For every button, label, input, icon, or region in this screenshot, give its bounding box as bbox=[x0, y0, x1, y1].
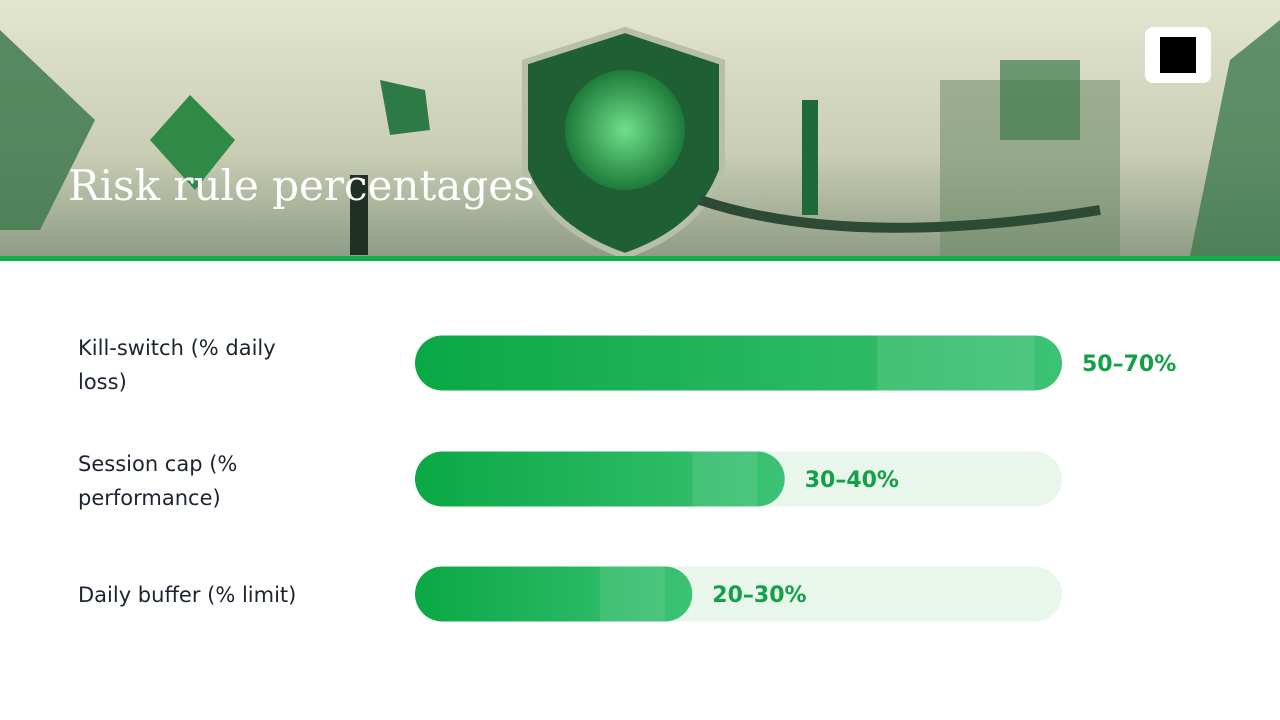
bar bbox=[415, 335, 1062, 391]
range-segment bbox=[599, 566, 665, 622]
value-label: 20–30% bbox=[712, 583, 806, 608]
bar bbox=[415, 451, 785, 507]
value-label: 50–70% bbox=[1082, 352, 1176, 377]
value-label: 30–40% bbox=[805, 468, 899, 493]
header-banner bbox=[0, 0, 1280, 261]
label-line: Session cap (% bbox=[78, 452, 237, 476]
category-label: Daily buffer (% limit) bbox=[78, 583, 296, 607]
category-label: Kill-switch (% daily loss) bbox=[78, 336, 276, 394]
range-segment bbox=[877, 335, 1035, 391]
label-line: Kill-switch (% daily bbox=[78, 336, 276, 360]
label-line: performance) bbox=[78, 486, 221, 510]
label-line: loss) bbox=[78, 370, 127, 394]
category-label: Session cap (% performance) bbox=[78, 452, 237, 510]
bar bbox=[415, 566, 693, 622]
range-segment bbox=[692, 451, 758, 507]
slide-title: Risk rule percentages bbox=[68, 161, 535, 210]
